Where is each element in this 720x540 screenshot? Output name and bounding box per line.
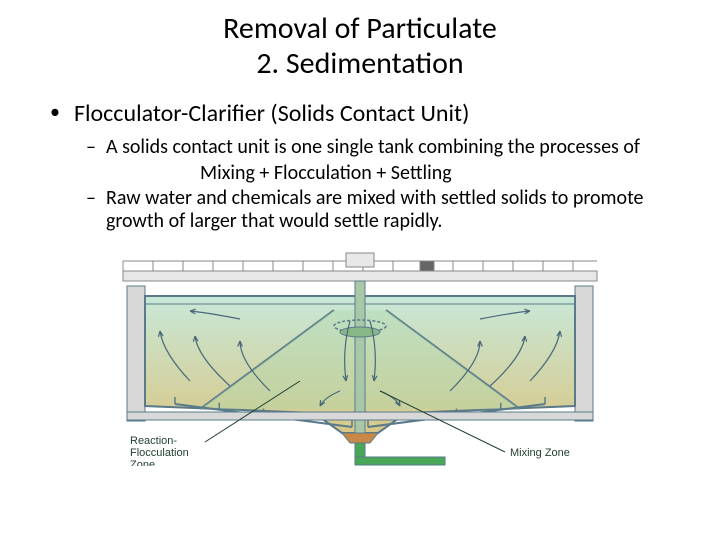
bullet-dash-icon: – [86,136,96,159]
bullet-level-2a: – A solids contact unit is one single ta… [86,136,680,159]
bullet-l1-text: Flocculator-Clarifier (Solids Contact Un… [74,99,469,128]
svg-text:Flocculation: Flocculation [130,447,189,459]
title-line-1: Removal of Particulate [100,12,620,47]
svg-text:Reaction-: Reaction- [130,435,177,447]
bullet-level-1: • Flocculator-Clarifier (Solids Contact … [50,99,680,128]
title-block: Removal of Particulate 2. Sedimentation [100,12,620,81]
bullet-level-2b: – Raw water and chemicals are mixed with… [86,187,680,233]
svg-text:Zone: Zone [130,459,155,466]
bullet-l2a-sub: Mixing + Flocculation + Settling [200,161,680,185]
diagram-container: Reaction-FlocculationZone Mixing Zone [40,241,680,466]
svg-text:Mixing Zone: Mixing Zone [510,447,570,459]
bullet-dash-icon: – [86,187,96,233]
title-line-2: 2. Sedimentation [100,47,620,82]
bullet-dot-icon: • [50,99,60,128]
bullet-l2b-text: Raw water and chemicals are mixed with s… [106,187,680,233]
bullet-l2a-text: A solids contact unit is one single tank… [106,136,640,159]
clarifier-diagram: Reaction-FlocculationZone Mixing Zone [100,241,620,466]
slide: Removal of Particulate 2. Sedimentation … [0,0,720,540]
